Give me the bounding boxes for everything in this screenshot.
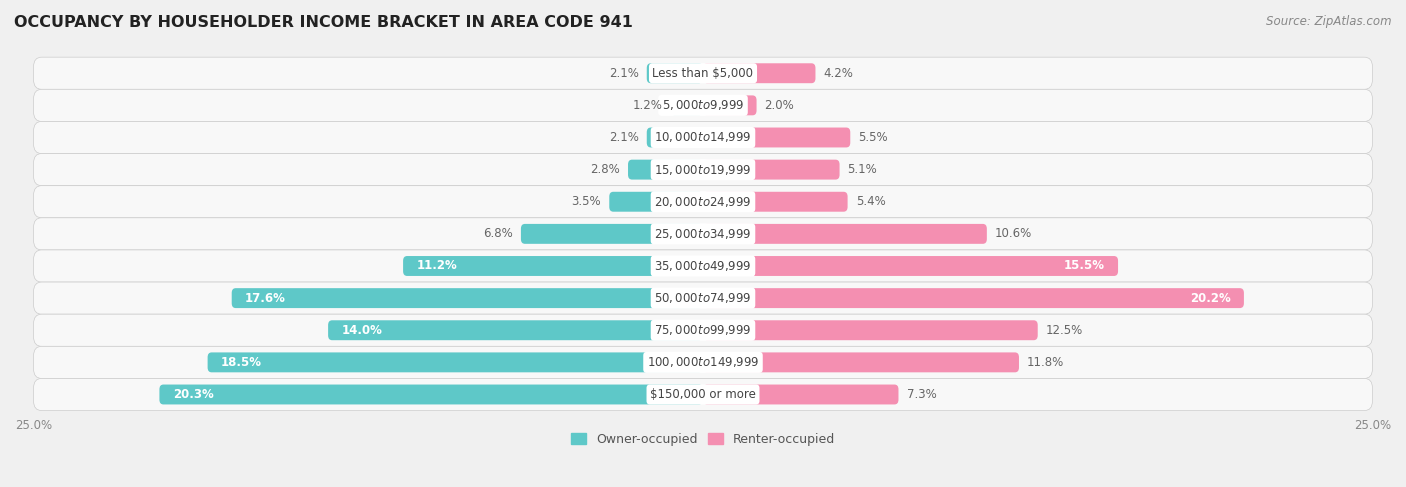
FancyBboxPatch shape: [232, 288, 703, 308]
FancyBboxPatch shape: [34, 282, 1372, 314]
FancyBboxPatch shape: [404, 256, 703, 276]
Text: 10.6%: 10.6%: [995, 227, 1032, 241]
FancyBboxPatch shape: [328, 320, 703, 340]
Text: $25,000 to $34,999: $25,000 to $34,999: [654, 227, 752, 241]
FancyBboxPatch shape: [703, 95, 756, 115]
FancyBboxPatch shape: [520, 224, 703, 244]
FancyBboxPatch shape: [703, 224, 987, 244]
FancyBboxPatch shape: [34, 250, 1372, 282]
Text: 4.2%: 4.2%: [824, 67, 853, 80]
Text: 12.5%: 12.5%: [1046, 324, 1083, 337]
FancyBboxPatch shape: [703, 128, 851, 148]
FancyBboxPatch shape: [609, 192, 703, 212]
Text: 6.8%: 6.8%: [484, 227, 513, 241]
Text: $150,000 or more: $150,000 or more: [650, 388, 756, 401]
Text: 18.5%: 18.5%: [221, 356, 262, 369]
FancyBboxPatch shape: [703, 256, 1118, 276]
FancyBboxPatch shape: [647, 128, 703, 148]
Text: $10,000 to $14,999: $10,000 to $14,999: [654, 131, 752, 145]
Text: 11.8%: 11.8%: [1026, 356, 1064, 369]
Text: 2.1%: 2.1%: [609, 67, 638, 80]
Text: Source: ZipAtlas.com: Source: ZipAtlas.com: [1267, 15, 1392, 28]
FancyBboxPatch shape: [703, 385, 898, 405]
Text: $15,000 to $19,999: $15,000 to $19,999: [654, 163, 752, 177]
Text: 7.3%: 7.3%: [907, 388, 936, 401]
FancyBboxPatch shape: [703, 320, 1038, 340]
FancyBboxPatch shape: [703, 160, 839, 180]
Text: 15.5%: 15.5%: [1064, 260, 1105, 273]
FancyBboxPatch shape: [703, 353, 1019, 373]
FancyBboxPatch shape: [34, 346, 1372, 378]
Text: 5.4%: 5.4%: [856, 195, 886, 208]
Text: $20,000 to $24,999: $20,000 to $24,999: [654, 195, 752, 209]
Legend: Owner-occupied, Renter-occupied: Owner-occupied, Renter-occupied: [567, 428, 839, 450]
FancyBboxPatch shape: [671, 95, 703, 115]
Text: 20.3%: 20.3%: [173, 388, 214, 401]
FancyBboxPatch shape: [703, 192, 848, 212]
Text: $5,000 to $9,999: $5,000 to $9,999: [662, 98, 744, 112]
Text: 17.6%: 17.6%: [245, 292, 285, 304]
Text: $50,000 to $74,999: $50,000 to $74,999: [654, 291, 752, 305]
Text: 5.1%: 5.1%: [848, 163, 877, 176]
FancyBboxPatch shape: [34, 378, 1372, 411]
FancyBboxPatch shape: [628, 160, 703, 180]
Text: 3.5%: 3.5%: [572, 195, 602, 208]
Text: OCCUPANCY BY HOUSEHOLDER INCOME BRACKET IN AREA CODE 941: OCCUPANCY BY HOUSEHOLDER INCOME BRACKET …: [14, 15, 633, 30]
Text: 2.8%: 2.8%: [591, 163, 620, 176]
Text: 2.1%: 2.1%: [609, 131, 638, 144]
Text: Less than $5,000: Less than $5,000: [652, 67, 754, 80]
Text: $35,000 to $49,999: $35,000 to $49,999: [654, 259, 752, 273]
Text: 20.2%: 20.2%: [1189, 292, 1230, 304]
Text: 11.2%: 11.2%: [416, 260, 457, 273]
FancyBboxPatch shape: [34, 89, 1372, 121]
FancyBboxPatch shape: [703, 63, 815, 83]
FancyBboxPatch shape: [34, 153, 1372, 186]
FancyBboxPatch shape: [34, 218, 1372, 250]
Text: 1.2%: 1.2%: [633, 99, 662, 112]
FancyBboxPatch shape: [34, 186, 1372, 218]
Text: 2.0%: 2.0%: [765, 99, 794, 112]
FancyBboxPatch shape: [34, 121, 1372, 153]
FancyBboxPatch shape: [159, 385, 703, 405]
Text: $100,000 to $149,999: $100,000 to $149,999: [647, 356, 759, 369]
FancyBboxPatch shape: [647, 63, 703, 83]
FancyBboxPatch shape: [34, 314, 1372, 346]
FancyBboxPatch shape: [208, 353, 703, 373]
FancyBboxPatch shape: [703, 288, 1244, 308]
FancyBboxPatch shape: [34, 57, 1372, 89]
Text: 14.0%: 14.0%: [342, 324, 382, 337]
Text: $75,000 to $99,999: $75,000 to $99,999: [654, 323, 752, 337]
Text: 5.5%: 5.5%: [858, 131, 889, 144]
